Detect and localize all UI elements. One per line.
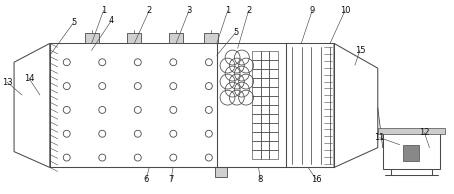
- Bar: [270, 123, 278, 132]
- Text: 16: 16: [311, 175, 321, 184]
- Bar: [252, 96, 261, 105]
- Bar: [270, 150, 278, 158]
- Text: 10: 10: [340, 6, 350, 15]
- Bar: [261, 78, 270, 87]
- Bar: [261, 105, 270, 114]
- Bar: [252, 141, 261, 150]
- Text: 13: 13: [2, 78, 12, 87]
- Bar: [252, 114, 261, 123]
- Bar: [261, 132, 270, 141]
- Bar: [261, 114, 270, 123]
- Bar: [261, 123, 270, 132]
- Text: 6: 6: [143, 175, 149, 184]
- Bar: [217, 43, 286, 167]
- Text: 14: 14: [24, 74, 34, 83]
- Text: 7: 7: [168, 175, 174, 184]
- Bar: [252, 78, 261, 87]
- Bar: [252, 69, 261, 78]
- Bar: [403, 145, 419, 161]
- Bar: [286, 43, 334, 167]
- Bar: [215, 167, 227, 178]
- Bar: [261, 150, 270, 158]
- Bar: [261, 87, 270, 96]
- Bar: [270, 141, 278, 150]
- Bar: [270, 51, 278, 60]
- Text: 11: 11: [375, 133, 385, 142]
- Bar: [252, 132, 261, 141]
- Bar: [252, 87, 261, 96]
- Text: 1: 1: [101, 6, 106, 15]
- Text: 3: 3: [186, 6, 192, 15]
- Bar: [270, 69, 278, 78]
- Bar: [50, 43, 217, 167]
- Bar: [169, 33, 183, 43]
- Bar: [204, 33, 218, 43]
- Bar: [252, 150, 261, 158]
- Bar: [378, 128, 445, 134]
- Bar: [252, 123, 261, 132]
- Text: 5: 5: [71, 18, 76, 27]
- Text: 2: 2: [147, 6, 152, 15]
- Bar: [261, 60, 270, 69]
- Text: 9: 9: [310, 6, 315, 15]
- Bar: [270, 78, 278, 87]
- Bar: [261, 69, 270, 78]
- Bar: [270, 87, 278, 96]
- Bar: [252, 51, 261, 60]
- Bar: [252, 105, 261, 114]
- Text: 5: 5: [233, 28, 238, 37]
- Bar: [270, 96, 278, 105]
- Text: 8: 8: [258, 175, 263, 184]
- Text: 4: 4: [109, 16, 114, 25]
- Text: 1: 1: [225, 6, 230, 15]
- Bar: [261, 96, 270, 105]
- Bar: [84, 33, 99, 43]
- Bar: [270, 105, 278, 114]
- Bar: [261, 51, 270, 60]
- Bar: [270, 114, 278, 123]
- Text: 15: 15: [355, 46, 365, 55]
- Bar: [128, 33, 141, 43]
- Text: 2: 2: [246, 6, 251, 15]
- Text: 12: 12: [419, 128, 430, 137]
- Bar: [270, 132, 278, 141]
- Bar: [261, 141, 270, 150]
- Bar: [270, 60, 278, 69]
- Bar: [252, 60, 261, 69]
- Bar: [383, 132, 440, 170]
